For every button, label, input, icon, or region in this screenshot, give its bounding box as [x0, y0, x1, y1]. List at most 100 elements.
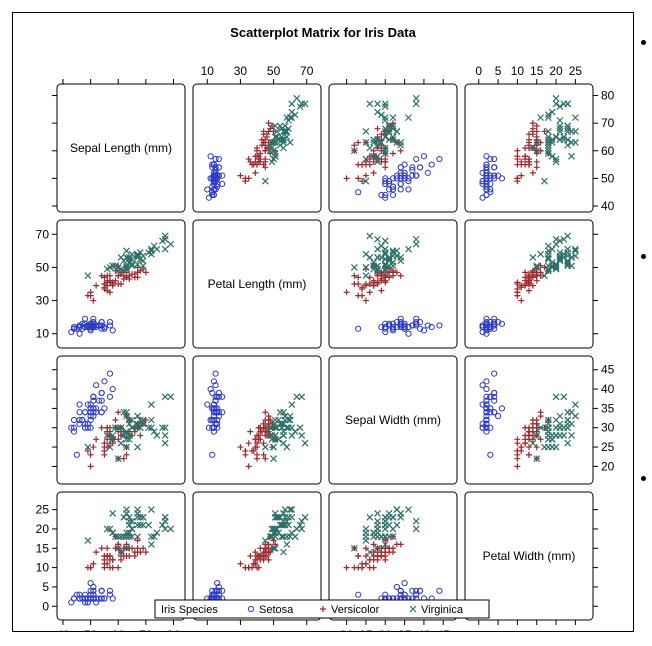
point-virginica-49 [112, 533, 119, 541]
point-virginica-46 [123, 529, 130, 537]
point-virginica-47 [552, 260, 560, 268]
point-virginica-5 [381, 237, 389, 245]
point-versicolor-4 [533, 133, 540, 140]
point-virginica-34 [366, 144, 374, 152]
point-virginica-44 [571, 128, 579, 135]
point-setosa-46 [90, 393, 97, 400]
point-versicolor-33 [370, 147, 377, 154]
point-setosa-31 [98, 587, 105, 594]
x-tick-label-sl-50: 50 [84, 628, 98, 631]
point-versicolor-9 [529, 282, 536, 289]
point-versicolor-45 [522, 424, 529, 431]
point-virginica-47 [381, 525, 389, 533]
point-setosa-49 [87, 323, 94, 331]
point-virginica-9 [571, 401, 579, 408]
cell-pw-vs-sl [56, 491, 186, 621]
y-tick-label-pl-30: 30 [36, 294, 50, 308]
point-versicolor-34 [533, 164, 540, 171]
point-virginica-43 [285, 513, 292, 521]
point-virginica-0 [123, 247, 130, 255]
point-versicolor-42 [366, 281, 373, 287]
x-tick-label-sw-30: 30 [379, 628, 393, 631]
point-virginica-34 [529, 439, 537, 447]
legend-entry-virginica: Virginica [421, 604, 464, 616]
point-versicolor-34 [98, 545, 105, 552]
point-setosa-47 [389, 323, 397, 331]
point-virginica-22 [374, 235, 381, 243]
point-versicolor-37 [123, 451, 130, 458]
point-virginica-35 [381, 245, 389, 253]
point-virginica-37 [125, 420, 133, 428]
point-virginica-33 [123, 544, 130, 552]
x-tick-label-pw-20: 20 [549, 64, 563, 78]
bullet-3 [641, 476, 646, 481]
point-virginica-33 [374, 544, 381, 552]
point-versicolor-35 [537, 409, 544, 416]
point-setosa-49 [483, 413, 490, 420]
point-setosa-10 [98, 397, 105, 404]
point-setosa-13 [68, 424, 75, 431]
diagonal-label-pl: Petal Length (mm) [208, 277, 307, 291]
point-virginica-14 [109, 510, 117, 517]
point-virginica-48 [276, 408, 284, 416]
point-versicolor-49 [374, 553, 381, 559]
point-virginica-7 [377, 111, 385, 119]
point-setosa-46 [483, 393, 490, 400]
point-virginica-48 [564, 141, 572, 149]
legend-marker-virginica [409, 605, 417, 613]
point-virginica-9 [147, 506, 155, 514]
point-setosa-42 [209, 191, 216, 199]
point-versicolor-35 [537, 272, 544, 279]
point-versicolor-40 [101, 440, 108, 447]
point-setosa-16 [98, 389, 105, 397]
point-virginica-41 [564, 122, 572, 130]
point-versicolor-31 [359, 285, 366, 292]
point-versicolor-49 [255, 156, 262, 163]
point-virginica-0 [571, 247, 579, 255]
point-versicolor-41 [263, 145, 270, 151]
point-virginica-41 [139, 420, 147, 428]
point-versicolor-37 [355, 274, 362, 281]
point-virginica-27 [117, 533, 125, 541]
point-virginica-44 [393, 506, 401, 514]
x-tick-label-pl-70: 70 [300, 64, 314, 78]
x-tick-label-sw-35: 35 [398, 628, 412, 631]
point-virginica-32 [280, 432, 287, 439]
point-virginica-14 [568, 152, 575, 160]
point-virginica-17 [412, 517, 420, 525]
chart-figure: Scatterplot Matrix for Iris Data Sepal L… [12, 12, 634, 632]
point-setosa-33 [483, 378, 490, 385]
y-tick-label-sw-45: 45 [601, 363, 615, 377]
point-virginica-34 [280, 439, 287, 447]
point-virginica-9 [288, 401, 296, 408]
point-setosa-33 [210, 378, 218, 385]
point-virginica-18 [366, 232, 374, 240]
point-virginica-43 [389, 513, 397, 521]
point-virginica-22 [161, 525, 169, 533]
point-versicolor-36 [134, 269, 141, 276]
point-versicolor-10 [514, 463, 521, 470]
point-virginica-35 [161, 424, 169, 432]
point-virginica-6 [541, 272, 548, 280]
point-virginica-18 [564, 232, 572, 240]
point-setosa-47 [210, 416, 218, 424]
point-setosa-32 [424, 169, 431, 176]
point-setosa-41 [73, 451, 80, 458]
point-setosa-49 [87, 595, 94, 602]
point-versicolor-43 [242, 175, 249, 182]
point-versicolor-10 [87, 463, 94, 470]
point-versicolor-26 [137, 432, 144, 439]
point-setosa-31 [491, 322, 498, 329]
point-setosa-39 [483, 409, 490, 416]
point-virginica-46 [123, 443, 130, 451]
legend-entry-setosa: Setosa [259, 604, 294, 616]
point-virginica-9 [288, 114, 296, 122]
point-virginica-12 [136, 521, 144, 529]
point-virginica-19 [533, 147, 541, 155]
point-virginica-7 [150, 428, 158, 436]
point-setosa-22 [76, 330, 83, 337]
point-versicolor-44 [370, 277, 377, 284]
point-setosa-31 [491, 164, 498, 171]
point-versicolor-27 [382, 537, 389, 544]
point-setosa-49 [483, 323, 490, 331]
